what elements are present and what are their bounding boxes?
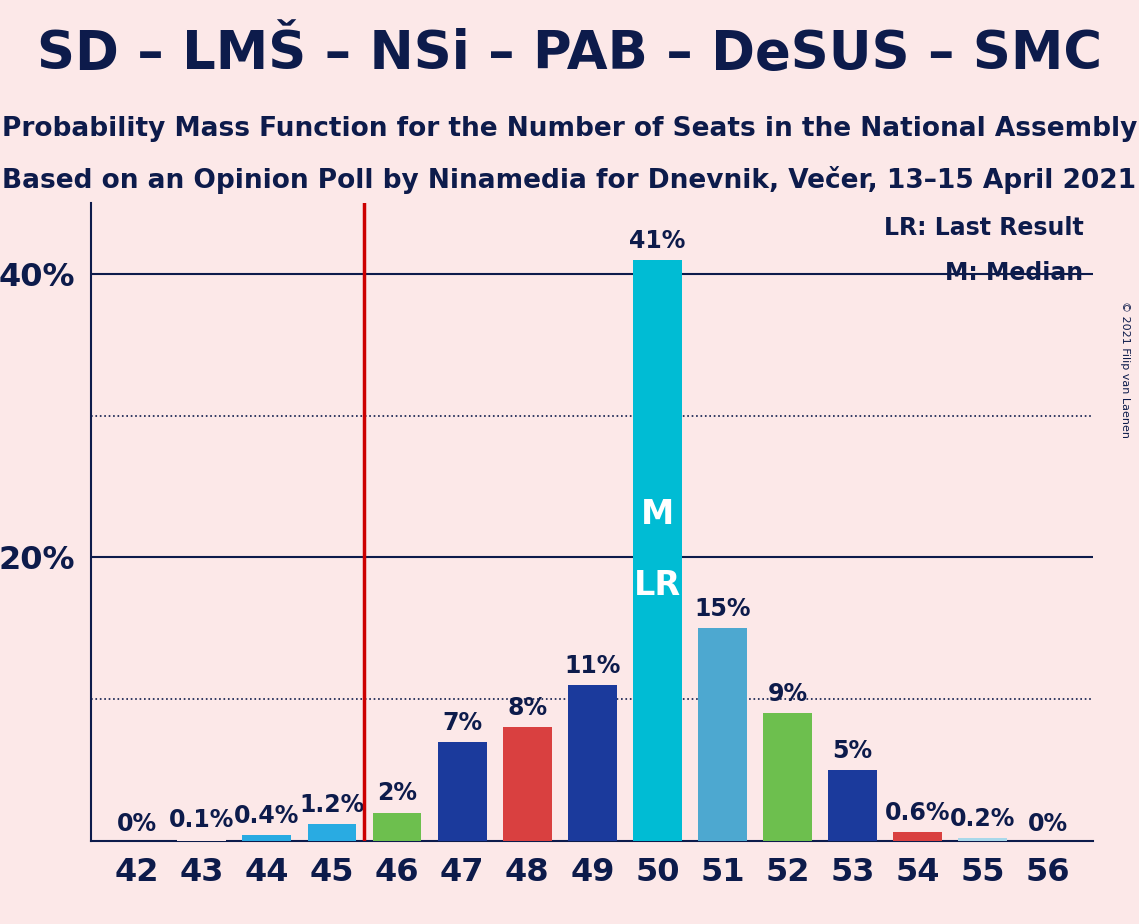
Text: 1.2%: 1.2%: [300, 793, 364, 817]
Text: LR: LR: [633, 569, 681, 602]
Bar: [372, 812, 421, 841]
Bar: [437, 742, 486, 841]
Bar: [178, 839, 227, 841]
Text: 0.1%: 0.1%: [169, 808, 235, 833]
Text: 9%: 9%: [768, 682, 808, 706]
Text: 7%: 7%: [442, 711, 482, 735]
Bar: [568, 685, 616, 841]
Text: 0.4%: 0.4%: [235, 804, 300, 828]
Text: SD – LMŠ – NSi – PAB – DeSUS – SMC: SD – LMŠ – NSi – PAB – DeSUS – SMC: [36, 28, 1103, 79]
Text: 8%: 8%: [507, 697, 547, 721]
Bar: [243, 835, 292, 841]
Bar: [763, 713, 812, 841]
Bar: [633, 260, 682, 841]
Bar: [828, 770, 877, 841]
Text: M: Median: M: Median: [945, 261, 1083, 285]
Bar: [958, 838, 1007, 841]
Text: Based on an Opinion Poll by Ninamedia for Dnevnik, Večer, 13–15 April 2021: Based on an Opinion Poll by Ninamedia fo…: [2, 166, 1137, 194]
Text: M: M: [641, 498, 674, 531]
Text: 5%: 5%: [833, 739, 872, 763]
Text: 2%: 2%: [377, 782, 417, 806]
Text: Probability Mass Function for the Number of Seats in the National Assembly: Probability Mass Function for the Number…: [2, 116, 1137, 141]
Bar: [502, 727, 551, 841]
Text: 11%: 11%: [564, 654, 621, 678]
Text: 41%: 41%: [629, 229, 686, 253]
Text: 0.2%: 0.2%: [950, 807, 1016, 831]
Text: 0%: 0%: [116, 812, 157, 836]
Bar: [698, 628, 747, 841]
Bar: [308, 824, 357, 841]
Text: LR: Last Result: LR: Last Result: [884, 216, 1083, 240]
Text: 0%: 0%: [1027, 812, 1068, 836]
Text: 0.6%: 0.6%: [885, 801, 950, 825]
Text: © 2021 Filip van Laenen: © 2021 Filip van Laenen: [1121, 301, 1130, 438]
Bar: [893, 833, 942, 841]
Text: 15%: 15%: [694, 597, 751, 621]
